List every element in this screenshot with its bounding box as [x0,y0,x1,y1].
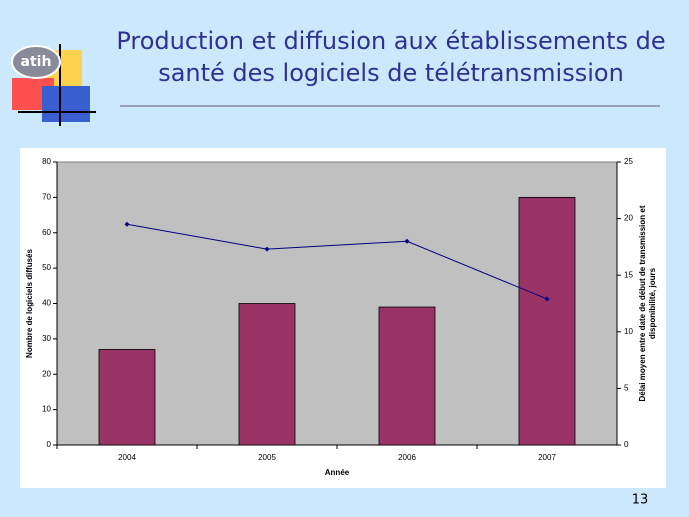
page-number: 13 [632,493,649,508]
chart: 0 10 20 30 40 50 60 70 80 0 5 10 15 20 25 2004 2005 2006 2… [25,157,657,477]
line-marker [404,238,410,244]
y-tick-label: 30 [42,334,51,343]
y2-tick-label: 10 [624,327,633,336]
y-tick-label: 70 [42,192,51,201]
bar [518,196,576,446]
line-marker [124,221,130,227]
y2-axis-title: Délai moyen entre date de début de trans… [638,205,647,401]
y-tick-label: 10 [42,405,51,414]
y-tick-label: 20 [42,369,51,378]
logo-oval [11,45,61,79]
x-tick-label: 2004 [118,453,136,462]
y-axis-title: Nombre de logiciels diffusés [25,248,34,357]
bar [378,306,436,446]
y2-tick-label: 20 [624,214,633,223]
line [126,223,548,300]
logo: atih [11,44,96,126]
x-tick-label: 2005 [258,453,276,462]
x-tick-label: 2007 [538,453,556,462]
logo-text: atih [21,54,52,70]
slide-title: Production et diffusion aux établissemen… [116,27,665,55]
logo-square [42,86,90,122]
y-tick-label: 80 [42,157,51,166]
x-tick-label: 2006 [398,453,416,462]
y2-axis-title: disponibilité, jours [648,267,657,339]
slide-title: santé des logiciels de télétransmission [158,59,624,87]
y-tick-label: 50 [42,263,51,272]
bar [98,349,156,446]
x-axis-title: Année [325,468,350,477]
y2-tick-label: 5 [624,384,629,393]
y2-tick-label: 15 [624,270,633,279]
y-tick-label: 60 [42,228,51,237]
line-marker [264,246,270,252]
y-tick-label: 40 [42,299,51,308]
y-tick-label: 0 [47,440,52,449]
y2-tick-label: 0 [624,440,629,449]
line-marker [544,296,550,302]
bar [238,303,296,446]
y2-tick-label: 25 [624,157,633,166]
